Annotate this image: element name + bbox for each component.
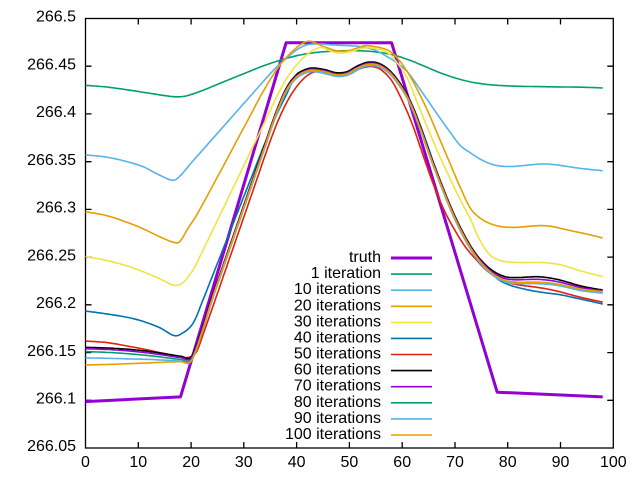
svg-text:30: 30	[235, 454, 253, 471]
svg-text:20: 20	[182, 454, 200, 471]
svg-text:30 iterations: 30 iterations	[294, 313, 381, 330]
svg-text:100 iterations: 100 iterations	[285, 426, 381, 443]
svg-text:40 iterations: 40 iterations	[294, 329, 381, 346]
svg-text:266.2: 266.2	[36, 295, 76, 312]
svg-text:266.3: 266.3	[36, 200, 76, 217]
svg-text:10: 10	[129, 454, 147, 471]
svg-text:80: 80	[499, 454, 517, 471]
svg-text:60 iterations: 60 iterations	[294, 362, 381, 379]
svg-text:50 iterations: 50 iterations	[294, 346, 381, 363]
svg-text:20 iterations: 20 iterations	[294, 297, 381, 314]
svg-text:90 iterations: 90 iterations	[294, 410, 381, 427]
svg-text:1 iteration: 1 iteration	[311, 265, 381, 282]
svg-text:266.45: 266.45	[27, 56, 76, 73]
svg-text:100: 100	[600, 454, 627, 471]
svg-text:266.15: 266.15	[27, 343, 76, 360]
svg-text:70 iterations: 70 iterations	[294, 378, 381, 395]
svg-text:266.5: 266.5	[36, 9, 76, 26]
svg-text:90: 90	[552, 454, 570, 471]
svg-text:10 iterations: 10 iterations	[294, 281, 381, 298]
svg-text:266.4: 266.4	[36, 104, 76, 121]
svg-text:266.1: 266.1	[36, 391, 76, 408]
svg-text:truth: truth	[349, 249, 381, 266]
svg-text:266.35: 266.35	[27, 152, 76, 169]
svg-text:70: 70	[446, 454, 464, 471]
svg-text:0: 0	[81, 454, 90, 471]
svg-text:266.25: 266.25	[27, 247, 76, 264]
svg-text:50: 50	[341, 454, 359, 471]
svg-text:60: 60	[393, 454, 411, 471]
svg-text:80 iterations: 80 iterations	[294, 394, 381, 411]
svg-text:40: 40	[288, 454, 306, 471]
svg-text:266.05: 266.05	[27, 438, 76, 455]
